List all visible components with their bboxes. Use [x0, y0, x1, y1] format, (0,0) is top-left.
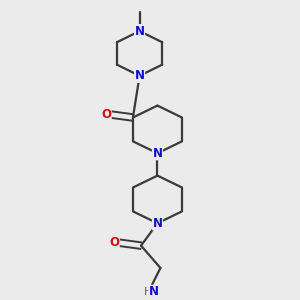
- Text: O: O: [109, 236, 119, 249]
- Text: N: N: [135, 69, 145, 82]
- Text: N: N: [135, 25, 145, 38]
- Text: N: N: [152, 147, 162, 160]
- Text: N: N: [152, 217, 162, 230]
- Text: O: O: [101, 108, 111, 121]
- Text: H: H: [144, 287, 153, 297]
- Text: N: N: [149, 285, 159, 298]
